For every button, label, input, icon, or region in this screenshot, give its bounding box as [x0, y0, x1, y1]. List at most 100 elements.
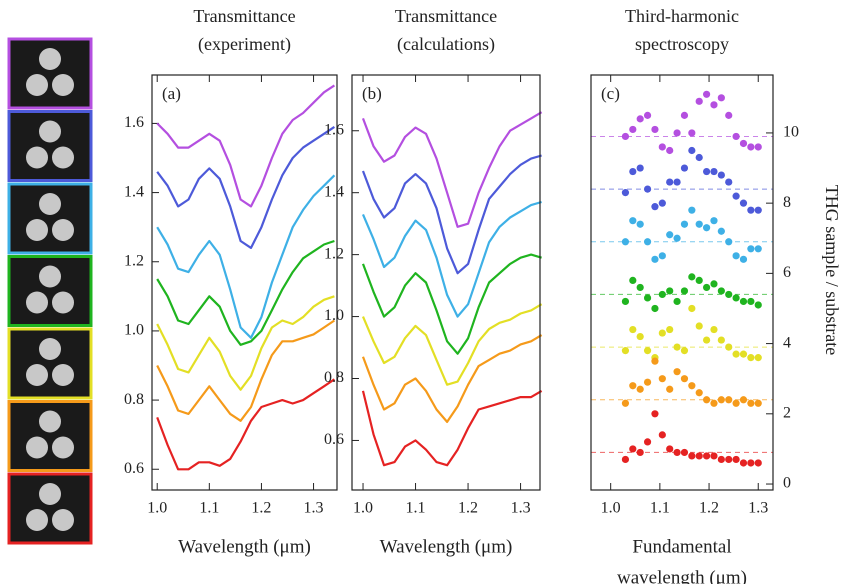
data-point [739, 255, 748, 263]
data-point [725, 238, 733, 246]
particle [26, 364, 48, 386]
spectrum-line [361, 111, 543, 228]
spectrum-line [361, 154, 542, 275]
data-point [643, 347, 652, 355]
data-point [710, 325, 718, 334]
data-point [673, 234, 681, 242]
y-tick-label: 0.6 [324, 431, 344, 448]
data-point [666, 445, 674, 453]
data-point [673, 368, 681, 376]
x-axis-label: Wavelength (μm) [178, 536, 311, 557]
data-point [629, 276, 637, 284]
data-point [754, 143, 762, 151]
spectrum-line [361, 253, 542, 355]
data-point [695, 97, 703, 105]
thumbnail [7, 182, 93, 255]
data-point [739, 199, 748, 207]
data-point [725, 343, 733, 351]
data-point [717, 227, 725, 235]
panel-label: (a) [162, 84, 181, 103]
data-point [747, 459, 755, 467]
panel-title: Third-harmonic [625, 6, 739, 26]
x-tick-label: 1.3 [304, 500, 324, 517]
particle [39, 410, 61, 433]
data-point [717, 336, 725, 344]
y-tick-label: 0.6 [124, 460, 144, 477]
data-point [688, 129, 696, 137]
data-point [621, 455, 630, 464]
data-point [658, 199, 666, 207]
data-point [732, 294, 740, 302]
y-tick-label: 1.6 [324, 121, 344, 138]
y2-tick-label: 4 [783, 334, 791, 351]
data-point [688, 452, 696, 460]
particle [26, 219, 48, 241]
thumbnail [7, 400, 93, 472]
data-point [636, 448, 644, 457]
particle [52, 74, 74, 96]
data-point [739, 396, 748, 404]
data-point [717, 455, 725, 464]
panel-label: (c) [601, 84, 620, 103]
data-point [739, 297, 748, 306]
x-tick-label: 1.2 [458, 500, 478, 517]
particle [26, 509, 48, 531]
data-point [710, 452, 718, 460]
data-point [754, 245, 762, 253]
data-point [688, 304, 696, 313]
data-point [666, 231, 674, 239]
particle [39, 338, 61, 360]
plot-frame [151, 74, 338, 491]
data-point [688, 206, 696, 214]
data-point [695, 452, 703, 460]
x-tick-label: 1.2 [251, 500, 271, 517]
x-tick-label: 1.2 [699, 500, 719, 517]
data-point [710, 167, 718, 176]
data-point [725, 396, 733, 404]
data-point [658, 329, 666, 337]
data-point [636, 385, 644, 393]
data-point [725, 290, 733, 299]
x-tick-label: 1.0 [147, 500, 167, 517]
data-point [739, 350, 748, 358]
spectrum-line [156, 239, 335, 346]
spectrum-line [156, 174, 336, 339]
particle [26, 436, 48, 459]
data-point [658, 252, 666, 260]
data-point [651, 125, 659, 134]
data-point [695, 276, 703, 284]
data-point [702, 90, 711, 98]
data-point [725, 178, 733, 186]
data-point [680, 111, 689, 119]
data-point [629, 217, 637, 225]
data-point [710, 280, 718, 288]
data-point [651, 304, 659, 313]
particle [52, 364, 74, 386]
data-point [651, 255, 659, 263]
y-tick-label: 1.4 [324, 183, 344, 200]
y2-tick-label: 8 [783, 194, 791, 211]
data-point [651, 410, 659, 418]
data-point [702, 167, 711, 176]
data-point [643, 111, 652, 119]
y-tick-label: 1.6 [124, 114, 144, 131]
data-point [695, 153, 703, 162]
data-point [629, 382, 637, 390]
panel-title: Transmittance [193, 6, 295, 26]
x-tick-label: 1.0 [601, 500, 621, 517]
data-point [688, 273, 696, 281]
y2-tick-label: 2 [783, 404, 791, 421]
data-point [636, 283, 644, 292]
data-point [673, 343, 681, 351]
data-point [680, 375, 689, 383]
data-point [666, 287, 674, 295]
data-point [629, 167, 637, 176]
data-point [636, 220, 644, 228]
spectrum-line [156, 319, 336, 422]
data-point [732, 252, 740, 260]
y-tick-label: 0.8 [124, 391, 144, 408]
x-tick-label: 1.3 [748, 500, 768, 517]
data-point [651, 357, 659, 365]
data-point [666, 385, 674, 393]
